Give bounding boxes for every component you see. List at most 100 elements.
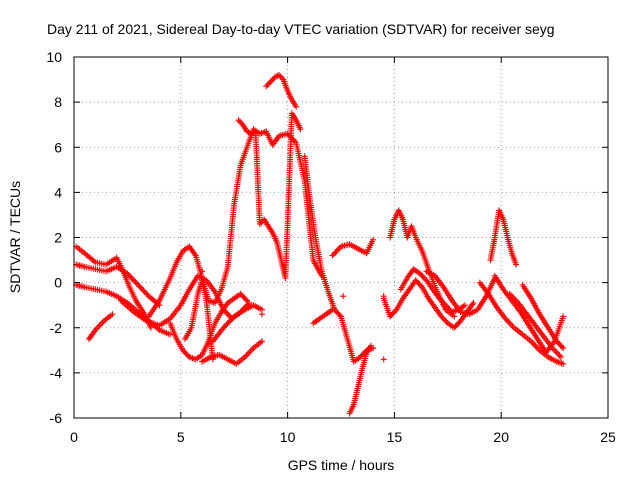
- series-track-24: [506, 290, 565, 361]
- data-point: [293, 103, 300, 110]
- data-point: [453, 322, 460, 329]
- y-axis-label: SDTVAR / TECUs: [7, 181, 23, 293]
- data-point: [470, 299, 477, 306]
- data-point: [438, 298, 445, 305]
- y-tick-label: 2: [54, 230, 62, 246]
- x-tick-label: 0: [70, 429, 78, 445]
- x-tick-label: 10: [280, 429, 296, 445]
- data-point: [237, 290, 244, 297]
- data-point: [129, 276, 136, 283]
- data-point: [240, 293, 247, 300]
- data-point: [387, 313, 394, 320]
- data-point: [417, 270, 424, 277]
- chart-title: Day 211 of 2021, Sidereal Day-to-day VTE…: [47, 21, 555, 37]
- data-point: [390, 309, 397, 316]
- data-point: [221, 323, 228, 330]
- data-point: [445, 304, 452, 311]
- data-point: [329, 306, 336, 313]
- data-point: [229, 314, 236, 321]
- data-point: [358, 352, 365, 359]
- y-tick-label: 6: [54, 139, 62, 155]
- data-points: [73, 72, 567, 417]
- x-tick-label: 15: [387, 429, 403, 445]
- data-point: [380, 356, 387, 363]
- series-track-6: [145, 126, 325, 320]
- data-point: [136, 283, 143, 290]
- data-point: [228, 316, 235, 323]
- data-point: [560, 313, 567, 320]
- data-point: [224, 320, 231, 327]
- data-point: [418, 271, 425, 278]
- data-point: [441, 300, 448, 307]
- series-track-16: [346, 342, 374, 417]
- series-track-11: [235, 110, 304, 282]
- data-point: [451, 324, 458, 331]
- data-point: [392, 308, 399, 315]
- data-point: [558, 354, 565, 361]
- y-tick-label: 8: [54, 94, 62, 110]
- x-axis-label: GPS time / hours: [288, 457, 395, 473]
- data-point: [241, 294, 248, 301]
- data-point: [367, 342, 374, 349]
- data-point: [557, 342, 564, 349]
- x-tick-label: 20: [493, 429, 509, 445]
- data-point: [258, 338, 265, 345]
- data-point: [420, 274, 427, 281]
- data-point: [274, 72, 281, 79]
- axis-ticks: 0 5 10 15 20 25 -6 -4 -2 0 2 4 6 8 10: [46, 49, 616, 445]
- data-point: [443, 303, 450, 310]
- data-point: [380, 293, 387, 300]
- data-point: [124, 270, 131, 277]
- y-tick-label: -4: [50, 365, 63, 381]
- data-point: [415, 280, 422, 287]
- data-point: [461, 302, 468, 309]
- data-point: [137, 284, 144, 291]
- data-point: [419, 273, 426, 280]
- series-track-19: [397, 266, 468, 315]
- data-point: [238, 292, 245, 299]
- series-track-2: [73, 261, 163, 309]
- data-point: [128, 274, 135, 281]
- data-point: [440, 316, 447, 323]
- y-tick-label: 4: [54, 184, 62, 200]
- data-point: [334, 309, 341, 316]
- data-point: [139, 286, 146, 293]
- data-point: [560, 360, 567, 367]
- data-point: [553, 338, 560, 345]
- data-point: [446, 306, 453, 313]
- series-track-12: [263, 72, 300, 110]
- data-point: [167, 331, 174, 338]
- data-point: [244, 297, 251, 304]
- data-point: [414, 278, 421, 285]
- data-point: [560, 345, 567, 352]
- data-point: [370, 236, 377, 243]
- data-point: [143, 290, 150, 297]
- data-point: [555, 339, 562, 346]
- data-point: [513, 261, 520, 268]
- data-point: [223, 321, 230, 328]
- series-track-9: [199, 338, 265, 367]
- data-point: [442, 317, 449, 324]
- data-point: [451, 313, 458, 320]
- data-point: [357, 354, 364, 361]
- data-point: [389, 310, 396, 317]
- data-point: [135, 281, 142, 288]
- x-tick-label: 5: [177, 429, 185, 445]
- data-point: [179, 347, 186, 354]
- data-point: [182, 350, 189, 357]
- data-point: [258, 311, 265, 318]
- data-point: [439, 314, 446, 321]
- data-point: [440, 299, 447, 306]
- data-point: [417, 282, 424, 289]
- series-track-20: [423, 268, 498, 318]
- series-track-15: [329, 236, 377, 259]
- data-point: [199, 268, 206, 275]
- data-point: [388, 312, 395, 319]
- series-track-25: [519, 281, 567, 352]
- data-point: [220, 324, 227, 331]
- y-tick-label: -6: [50, 410, 63, 426]
- data-point: [416, 281, 423, 288]
- data-point: [132, 279, 139, 286]
- series-track-4: [85, 311, 116, 343]
